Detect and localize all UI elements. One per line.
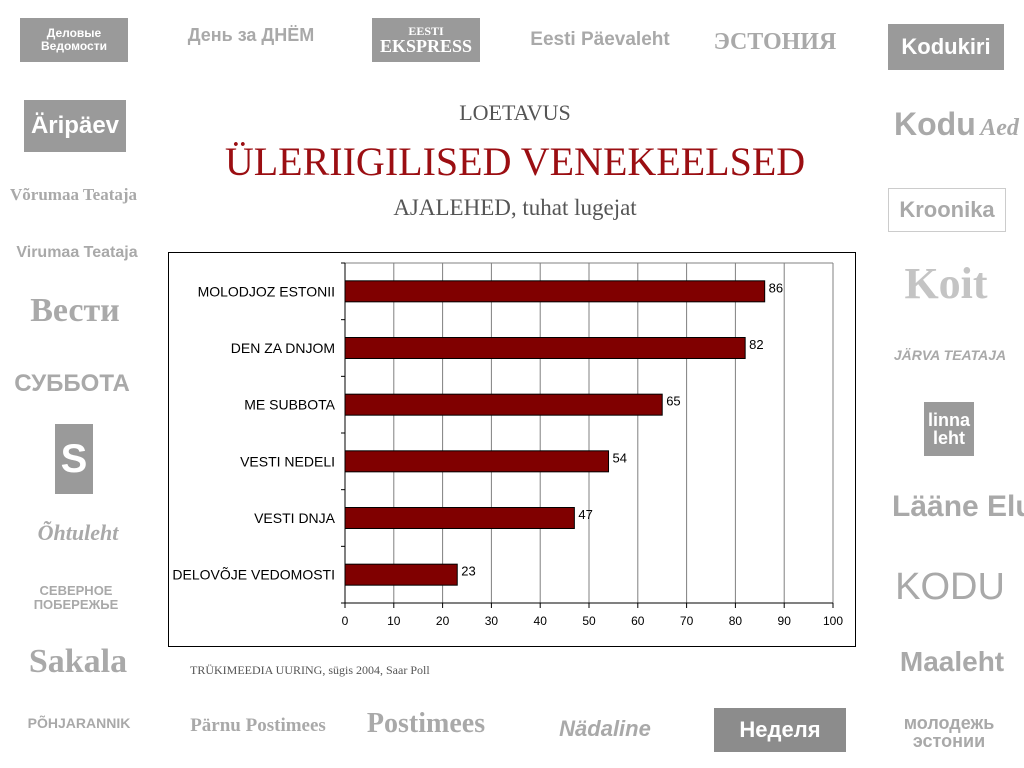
x-tick-label: 0	[342, 614, 349, 628]
sakala-logo: Sakala	[28, 643, 128, 680]
category-label: DELOVÕJE VEDOMOSTI	[172, 567, 335, 583]
category-label-line: DEN ZA DNJOM	[231, 340, 335, 356]
bar	[344, 393, 663, 416]
page-title: ÜLERIIGILISED VENEKEELSED	[224, 139, 806, 184]
data-label: 47	[578, 507, 592, 522]
category-label-line: DELOVÕJE VEDOMOSTI	[172, 567, 335, 583]
category-label: VESTI DNJA	[254, 510, 336, 526]
x-tick-label: 30	[485, 614, 499, 628]
category-label: MOLODJOZ ESTONII	[198, 283, 335, 299]
kodu-ja-aed-text-2: Aed	[980, 115, 1019, 141]
x-tick-label: 40	[534, 614, 548, 628]
chart-area: 0 10 20 30 40 50 60 70 80 90 100 86 MOLODJOZ ESTONII…	[168, 252, 856, 647]
bar	[344, 450, 610, 473]
estonija-logo: ЭСТОНИЯ	[713, 29, 837, 55]
data-label: 23	[461, 564, 475, 579]
aripaev-logo: Äripäev	[24, 100, 126, 152]
category-label: DEN ZA DNJOM	[231, 340, 335, 356]
jarva-teataja-logo: JÄRVA TEATAJA	[893, 347, 1007, 363]
category-label: VESTI NEDELI	[240, 453, 335, 469]
kodu-ja-aed-text-1: Kodu	[894, 106, 976, 142]
virumaa-teataja-logo: Virumaa Teataja	[16, 244, 138, 261]
kodukiri-logo: Kodukiri	[888, 24, 1004, 70]
bar-chart: 0 10 20 30 40 50 60 70 80 90 100 86 MOLODJOZ ESTONII…	[172, 262, 843, 628]
koit-logo: Koit	[904, 259, 988, 308]
page-subtitle: AJALEHED, tuhat lugejat	[393, 195, 637, 220]
nadaline-logo: Nädaline	[559, 716, 651, 741]
category-label-line: MOLODJOZ ESTONII	[198, 283, 335, 299]
kodu-ja-aed-logo: Kodu Aed	[894, 106, 1019, 142]
x-tick-label: 20	[436, 614, 450, 628]
eesti-ekspress-logo: EESTI EKSPRESS	[372, 18, 480, 62]
x-tick-label: 90	[778, 614, 792, 628]
pohjarannik-logo: PÕHJARANNIK	[27, 715, 131, 731]
parnu-postimees-logo: Pärnu Postimees	[190, 715, 326, 736]
category-label: ME SUBBOTA	[244, 397, 335, 413]
eesti-ekspress-bottom-text: EKSPRESS	[379, 36, 473, 56]
x-tick-label: 100	[823, 614, 843, 628]
data-label: 54	[613, 450, 627, 465]
bar	[344, 280, 766, 303]
postimees-logo: Postimees	[366, 708, 486, 739]
bar	[344, 337, 746, 359]
data-label: 82	[749, 337, 763, 352]
category-label-line: VESTI NEDELI	[240, 453, 335, 469]
data-label: 65	[666, 394, 680, 409]
category-label-line: VESTI DNJA	[254, 510, 336, 526]
data-label: 86	[769, 280, 783, 295]
x-tick-label: 10	[387, 614, 401, 628]
source-note: TRÜKIMEEDIA UURING, sügis 2004, Saar Pol…	[190, 663, 430, 677]
vesti-logo: Вести	[30, 292, 120, 329]
x-tick-label: 80	[729, 614, 743, 628]
voru-teataja-logo: Võrumaa Teataja	[10, 185, 138, 204]
ohtuleht-logo: Õhtuleht	[37, 520, 119, 545]
laane-elu-logo: Lääne Elu	[892, 490, 1024, 523]
x-tick-label: 50	[582, 614, 596, 628]
subbota-logo: СУББОТА	[14, 370, 130, 397]
eesti-paevaleht-logo: Eesti Päevaleht	[530, 29, 670, 50]
linnaleht-logo: linna leht	[924, 402, 974, 456]
page-kicker: LOETAVUS	[459, 100, 571, 125]
maaleht-logo: Maaleht	[899, 646, 1005, 677]
molodezh-estonii-logo: молодежь эстонии	[903, 713, 995, 751]
s-stiil-logo: S	[55, 424, 93, 494]
delovye-vedomosti-logo: Деловые Ведомости	[20, 18, 128, 62]
meie-kodu-logo: KODU	[895, 566, 1005, 608]
bar	[344, 507, 575, 529]
x-tick-label: 60	[631, 614, 645, 628]
severnoe-poberezhje-logo: СЕВЕРНОЕ ПОБЕРЕЖЬЕ	[33, 583, 119, 613]
den-za-dnjom-logo: День за ДНЁМ	[187, 25, 315, 45]
eesti-ekspress-top-text: EESTI	[408, 24, 444, 38]
nedelja-logo: Неделя	[714, 708, 846, 752]
bar	[344, 563, 458, 586]
x-tick-label: 70	[680, 614, 694, 628]
kroonika-logo: Kroonika	[888, 188, 1006, 232]
category-label-line: ME SUBBOTA	[244, 397, 335, 413]
